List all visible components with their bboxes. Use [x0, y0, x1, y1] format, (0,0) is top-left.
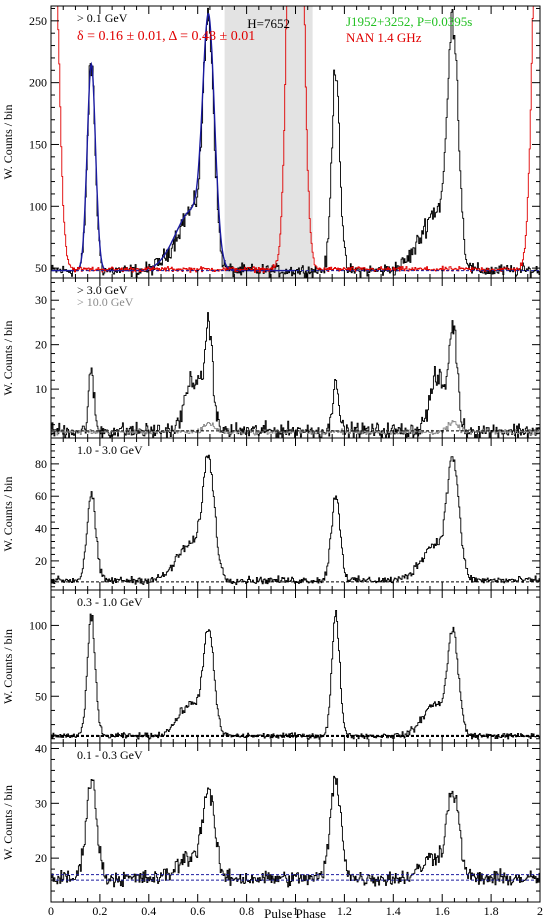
panel-4: 50 100 W. Counts / bin 0.3 - 1.0 GeV	[1, 589, 541, 744]
series-1-line	[51, 775, 540, 888]
y-tick-label: 200	[29, 76, 47, 90]
y-tick-label: 100	[29, 199, 47, 213]
series-1-line	[51, 312, 540, 438]
y-axis-label: W. Counts / bin	[1, 321, 15, 396]
shaded-region	[224, 6, 313, 278]
energy-band-label: > 0.1 GeV	[77, 11, 128, 25]
y-axis-label: W. Counts / bin	[1, 105, 15, 180]
x-tick-label: 1.2	[337, 904, 352, 918]
h-test-label: H=7652	[247, 16, 290, 31]
y-tick-label: 80	[35, 457, 47, 471]
y-axis-label: W. Counts / bin	[1, 477, 15, 552]
y-tick-label: 20	[35, 851, 47, 865]
y-tick-label: 60	[35, 489, 47, 503]
y-axis-label: W. Counts / bin	[1, 629, 15, 704]
y-tick-label: 40	[35, 522, 47, 536]
series-2-line	[51, 420, 540, 436]
energy-band-label: 0.1 - 0.3 GeV	[77, 748, 143, 762]
series-1-line	[51, 609, 540, 740]
energy-band-label: 1.0 - 3.0 GeV	[77, 443, 143, 457]
pulsar-name-label: J1952+3252, P=0.0395s	[346, 14, 472, 29]
y-tick-label: 250	[29, 14, 47, 28]
panel-3: 20 40 60 80 W. Counts / bin 1.0 - 3.0 GeV	[1, 437, 541, 591]
radio-label: NAN 1.4 GHz	[346, 30, 422, 45]
series-1-line	[51, 454, 540, 586]
energy-band-label: > 3.0 GeV	[77, 283, 128, 297]
x-tick-label: 1.4	[386, 904, 401, 918]
y-tick-label: 100	[29, 618, 47, 632]
y-tick-label: 10	[35, 382, 47, 396]
x-tick-label: 0.8	[239, 904, 254, 918]
x-tick-label: 0.4	[141, 904, 156, 918]
panel-frame	[50, 437, 541, 591]
x-tick-label: 0.2	[92, 904, 107, 918]
x-tick-label: 1.6	[435, 904, 450, 918]
x-tick-label: 1	[293, 904, 299, 918]
x-tick-label: 2	[537, 904, 543, 918]
panel-1: 50 100 150 200 250 W. Counts / bin > 0.1 GeV δ …	[1, 5, 541, 279]
panel-5: 20 30 40 W. Counts / bin 0.1 - 0.3 GeV 0 0.2 0.…	[1, 741, 543, 918]
x-tick-label: 0	[48, 904, 54, 918]
y-tick-label: 40	[35, 741, 47, 755]
energy-band-label-2: > 10.0 GeV	[77, 295, 134, 309]
y-tick-label: 50	[35, 261, 47, 275]
x-tick-label: 0.6	[190, 904, 205, 918]
y-tick-label: 50	[35, 689, 47, 703]
y-tick-label: 30	[35, 293, 47, 307]
y-axis-label: W. Counts / bin	[1, 785, 15, 860]
fit-parameters-label: δ = 0.16 ± 0.01, Δ = 0.48 ± 0.01	[77, 29, 255, 44]
y-tick-label: 30	[35, 796, 47, 810]
energy-band-label: 0.3 - 1.0 GeV	[77, 595, 143, 609]
y-tick-label: 150	[29, 137, 47, 151]
y-tick-label: 20	[35, 338, 47, 352]
x-axis-label: Pulse Phase	[264, 906, 326, 921]
y-tick-label: 20	[35, 554, 47, 568]
panel-frame	[50, 589, 541, 744]
x-tick-label: 1.8	[484, 904, 499, 918]
panel-2: 10 20 30 W. Counts / bin > 3.0 GeV> 10.0 GeV	[1, 277, 541, 439]
